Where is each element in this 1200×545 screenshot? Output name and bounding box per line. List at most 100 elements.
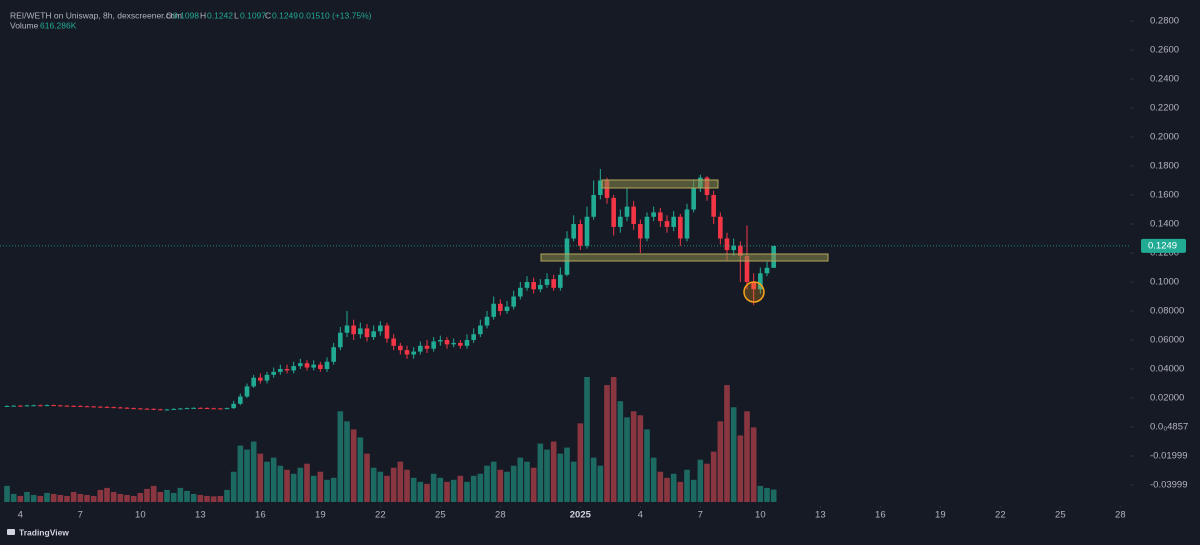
volume-bar bbox=[304, 463, 310, 502]
y-tick-label: 0.2600 bbox=[1150, 45, 1179, 56]
candle-body bbox=[318, 364, 323, 369]
volume-bar bbox=[484, 465, 490, 502]
volume-bar bbox=[457, 475, 464, 502]
candle-body bbox=[4, 405, 10, 407]
volume-bar bbox=[170, 492, 177, 502]
candle-body bbox=[624, 206, 630, 217]
volume-bar bbox=[677, 481, 684, 502]
y-tick-label: 0.02000 bbox=[1150, 393, 1184, 404]
volume-bar bbox=[517, 457, 524, 502]
x-tick-label: 4 bbox=[638, 510, 643, 521]
volume-bar bbox=[764, 487, 770, 502]
support-zone bbox=[540, 253, 829, 262]
volume-bar bbox=[464, 481, 470, 502]
candle-body bbox=[44, 405, 50, 407]
volume-bar bbox=[670, 473, 677, 502]
candle-body bbox=[544, 279, 550, 285]
volume-bar bbox=[690, 479, 697, 502]
candle-body bbox=[378, 325, 383, 332]
candle-body bbox=[198, 407, 203, 409]
legend-value: 0.1242 bbox=[207, 10, 233, 20]
candle-body bbox=[398, 345, 403, 351]
legend-value: 0.1098 bbox=[173, 10, 199, 20]
x-tick-label: 28 bbox=[1115, 510, 1126, 521]
resistance-zone bbox=[601, 179, 719, 189]
volume-bar bbox=[57, 494, 64, 502]
candle-body bbox=[184, 408, 190, 410]
candle-body bbox=[578, 224, 583, 246]
candle-body bbox=[498, 303, 503, 312]
volume-bar bbox=[437, 477, 444, 502]
legend-change: 0.01510 bbox=[299, 10, 330, 20]
y-tick-label: -0.03999 bbox=[1150, 479, 1188, 490]
candle-body bbox=[344, 325, 350, 333]
candle-body bbox=[51, 405, 56, 407]
candle-body bbox=[338, 332, 343, 348]
candle-body bbox=[764, 267, 770, 274]
candle-body bbox=[618, 216, 623, 227]
volume-bar bbox=[177, 487, 184, 502]
candle-body bbox=[91, 406, 96, 408]
x-tick-label: 10 bbox=[755, 510, 766, 521]
candle-body bbox=[304, 363, 310, 368]
volume-bar bbox=[117, 493, 124, 502]
candle-body bbox=[58, 405, 63, 407]
candle-body bbox=[638, 224, 643, 239]
volume-bar bbox=[730, 407, 737, 502]
candle-body bbox=[451, 342, 456, 345]
y-tick-label: 0.06000 bbox=[1150, 335, 1184, 346]
volume-bar bbox=[10, 493, 17, 502]
candle-body bbox=[471, 334, 476, 341]
candle-body bbox=[571, 224, 576, 239]
y-tick-label: 0.0₀4857 bbox=[1150, 421, 1188, 432]
volume-bar bbox=[424, 483, 430, 502]
candle-body bbox=[251, 377, 256, 387]
volume-bar bbox=[344, 421, 350, 502]
volume-bar bbox=[697, 459, 704, 502]
candle-body bbox=[671, 216, 676, 227]
volume-bar bbox=[217, 495, 224, 502]
volume-bar bbox=[577, 423, 584, 502]
candle-body bbox=[118, 407, 123, 409]
y-tick-label: 0.1800 bbox=[1150, 161, 1179, 172]
volume-bar bbox=[50, 493, 57, 502]
candle-body bbox=[238, 396, 243, 404]
candle-body bbox=[84, 406, 90, 408]
volume-bar bbox=[710, 451, 717, 502]
y-tick-label: 0.04000 bbox=[1150, 364, 1184, 375]
candle-body bbox=[511, 296, 516, 307]
volume-bar bbox=[377, 471, 384, 502]
candle-body bbox=[678, 216, 683, 239]
candle-body bbox=[291, 366, 296, 371]
candle-body bbox=[171, 408, 176, 410]
candle-body bbox=[324, 361, 330, 369]
volume-bar bbox=[330, 477, 337, 502]
volume-bar bbox=[597, 465, 604, 502]
candle-body bbox=[751, 282, 756, 290]
y-tick-label: -0.01999 bbox=[1150, 450, 1188, 461]
candle-body bbox=[431, 341, 436, 349]
volume-bar bbox=[150, 485, 157, 502]
y-tick-label: 0.08000 bbox=[1150, 306, 1184, 317]
volume-bar bbox=[157, 491, 164, 502]
legend-key: H bbox=[200, 10, 206, 20]
candle-body bbox=[311, 364, 316, 368]
volume-bar bbox=[404, 469, 410, 502]
volume-bar bbox=[4, 485, 10, 502]
candle-body bbox=[24, 405, 30, 407]
y-tick-label: 0.1000 bbox=[1150, 277, 1179, 288]
candle-body bbox=[131, 408, 136, 410]
candle-body bbox=[204, 408, 210, 410]
x-tick-label: 22 bbox=[375, 510, 386, 521]
volume-bar bbox=[637, 415, 644, 502]
candle-body bbox=[124, 407, 130, 409]
volume-bar bbox=[584, 377, 590, 502]
volume-bar bbox=[550, 441, 557, 502]
volume-bar bbox=[237, 445, 244, 502]
volume-bar bbox=[30, 494, 37, 502]
candle-body bbox=[11, 405, 16, 407]
volume-bar bbox=[84, 494, 90, 502]
candle-body bbox=[64, 405, 70, 407]
candle-body bbox=[224, 408, 230, 410]
